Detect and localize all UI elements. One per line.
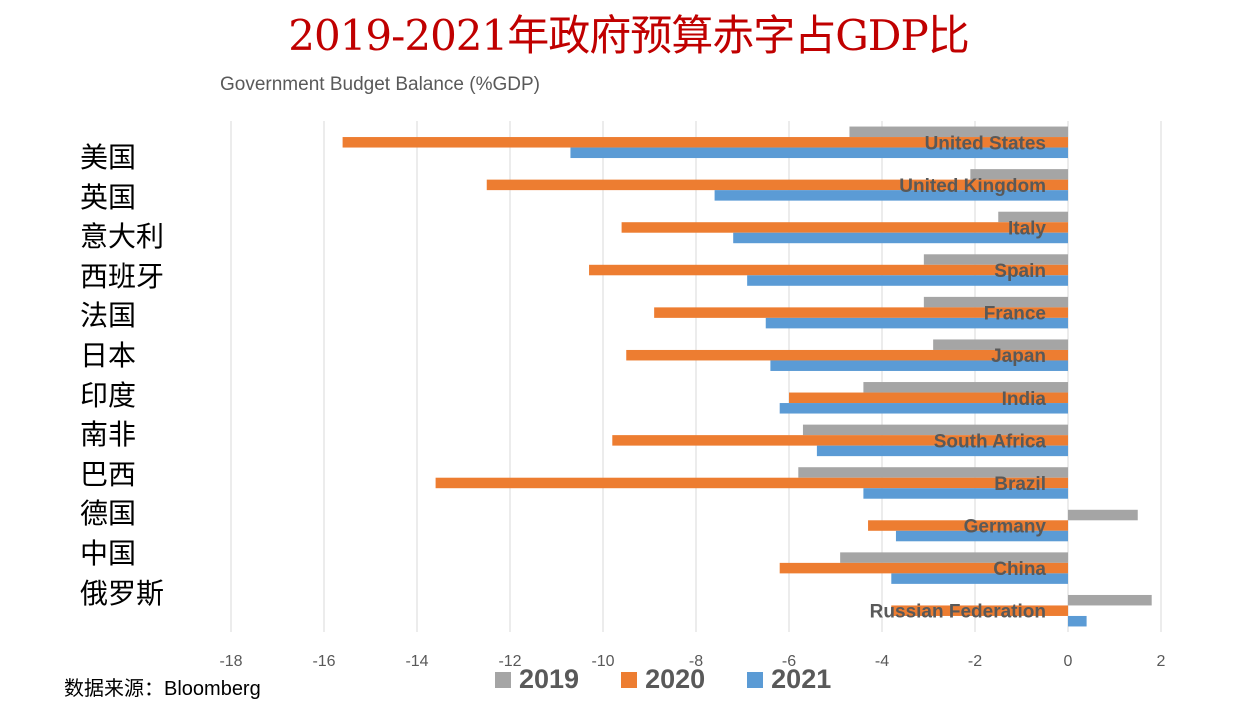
x-tick-label: -2 — [968, 653, 982, 670]
category-label: Japan — [991, 346, 1046, 367]
chinese-category-label: 中国 — [80, 536, 137, 570]
bar-2019-russian-federation — [1068, 594, 1152, 606]
bar-2019-united-states — [849, 126, 1068, 138]
x-tick-label: -14 — [405, 653, 428, 670]
bar-2020-brazil — [435, 477, 1069, 489]
bar-2020-france — [654, 307, 1068, 318]
x-tick-label: -6 — [782, 653, 796, 670]
bar-2019-germany — [1068, 509, 1138, 521]
bar-2021-brazil — [863, 488, 1068, 499]
category-label: Germany — [964, 517, 1047, 538]
bar-2020-japan — [626, 349, 1068, 361]
category-label: South Africa — [934, 431, 1047, 452]
bar-2020-south-africa — [612, 435, 1068, 446]
chinese-category-label: 日本 — [80, 338, 137, 372]
bar-2020-italy — [621, 222, 1068, 233]
bar-2021-italy — [733, 232, 1068, 244]
bar-2021-south-africa — [816, 445, 1068, 457]
bar-2021-russian-federation — [1068, 615, 1087, 627]
bar-2019-japan — [933, 339, 1068, 350]
legend-label: 2020 — [645, 664, 706, 694]
bar-2019-brazil — [798, 467, 1068, 478]
category-label: France — [984, 304, 1046, 325]
bar-2021-japan — [770, 360, 1068, 371]
bar-2019-india — [863, 382, 1068, 393]
chinese-category-label: 巴西 — [80, 457, 137, 491]
bar-2021-united-kingdom — [714, 190, 1068, 201]
legend-label: 2019 — [519, 664, 580, 694]
bar-2019-united-kingdom — [970, 169, 1068, 180]
bar-2019-france — [923, 296, 1068, 308]
legend-item-2021: 2021 — [747, 664, 831, 695]
bar-2020-russian-federation — [891, 605, 1068, 616]
category-label: Spain — [994, 261, 1046, 282]
chart-subtitle: Government Budget Balance (%GDP) — [220, 74, 540, 95]
chinese-category-label: 俄罗斯 — [80, 576, 165, 610]
data-source-label: 数据来源： — [64, 676, 164, 700]
bar-2021-china — [891, 573, 1068, 584]
legend-swatch — [747, 671, 764, 688]
chart-title: 2019-2021年政府预算赤字占GDP比 — [288, 11, 969, 60]
legend-swatch — [495, 671, 511, 688]
data-source-value: Bloomberg — [164, 678, 261, 700]
bar-2020-spain — [589, 264, 1068, 276]
x-tick-label: -10 — [591, 653, 614, 670]
chinese-category-label: 印度 — [80, 378, 137, 412]
chinese-category-labels: 美国英国意大利西班牙法国日本印度南非巴西德国中国俄罗斯 — [80, 138, 164, 613]
chinese-category-label: 德国 — [80, 497, 137, 531]
category-label: India — [1002, 389, 1047, 410]
x-tick-label: 0 — [1064, 653, 1073, 670]
chinese-category-label: 西班牙 — [80, 259, 165, 293]
category-label: Russian Federation — [870, 602, 1046, 623]
data-source: 数据来源：Bloomberg — [64, 672, 261, 701]
x-tick-label: -8 — [689, 653, 703, 670]
bar-2020-india — [789, 392, 1068, 404]
bar-2020-germany — [868, 520, 1068, 531]
bar-2021-india — [779, 403, 1068, 414]
legend-swatch — [621, 671, 638, 688]
chinese-category-label: 英国 — [80, 180, 137, 214]
chinese-category-label: 美国 — [80, 141, 137, 174]
x-tick-label: -12 — [498, 653, 521, 670]
category-label: Brazil — [994, 474, 1046, 495]
category-label: United Kingdom — [899, 176, 1046, 197]
x-tick-label: -18 — [219, 653, 242, 670]
x-tick-label: -16 — [312, 653, 335, 670]
legend-item-2019: 2019 — [495, 664, 579, 695]
bar-2019-spain — [923, 254, 1068, 265]
chinese-category-label: 意大利 — [80, 220, 165, 254]
bar-2021-germany — [895, 530, 1068, 542]
legend-item-2020: 2020 — [621, 664, 705, 695]
bar-2019-italy — [998, 211, 1068, 223]
category-label: United States — [925, 133, 1046, 154]
x-tick-label: -4 — [875, 653, 889, 670]
bar-2021-france — [765, 317, 1068, 329]
chinese-category-label: 法国 — [80, 299, 137, 333]
bar-2020-united-states — [342, 137, 1069, 148]
bar-2021-united-states — [570, 147, 1068, 159]
bar-2020-china — [779, 562, 1068, 574]
x-tick-label: 2 — [1157, 653, 1166, 670]
legend: 2019 2020 2021 — [495, 664, 873, 695]
bar-2019-china — [840, 552, 1068, 563]
bar-2020-united-kingdom — [486, 179, 1068, 191]
chinese-category-label: 南非 — [80, 418, 137, 452]
bar-2021-spain — [747, 275, 1068, 286]
category-label: China — [993, 559, 1046, 580]
legend-label: 2021 — [771, 664, 832, 694]
bar-2019-south-africa — [802, 424, 1068, 436]
category-label: Italy — [1008, 218, 1046, 239]
